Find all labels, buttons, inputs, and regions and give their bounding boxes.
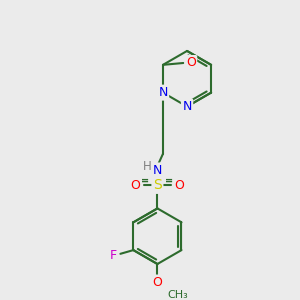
Text: F: F: [110, 249, 116, 262]
Text: N: N: [182, 100, 192, 113]
Text: S: S: [153, 178, 162, 192]
Text: =: =: [165, 176, 173, 186]
Text: =: =: [141, 176, 149, 186]
Text: O: O: [186, 56, 196, 70]
Text: O: O: [152, 276, 162, 289]
Text: H: H: [143, 160, 152, 173]
Text: CH₃: CH₃: [167, 290, 188, 300]
Text: O: O: [175, 179, 184, 192]
Text: N: N: [158, 86, 168, 99]
Text: N: N: [153, 164, 162, 177]
Text: O: O: [130, 179, 140, 192]
